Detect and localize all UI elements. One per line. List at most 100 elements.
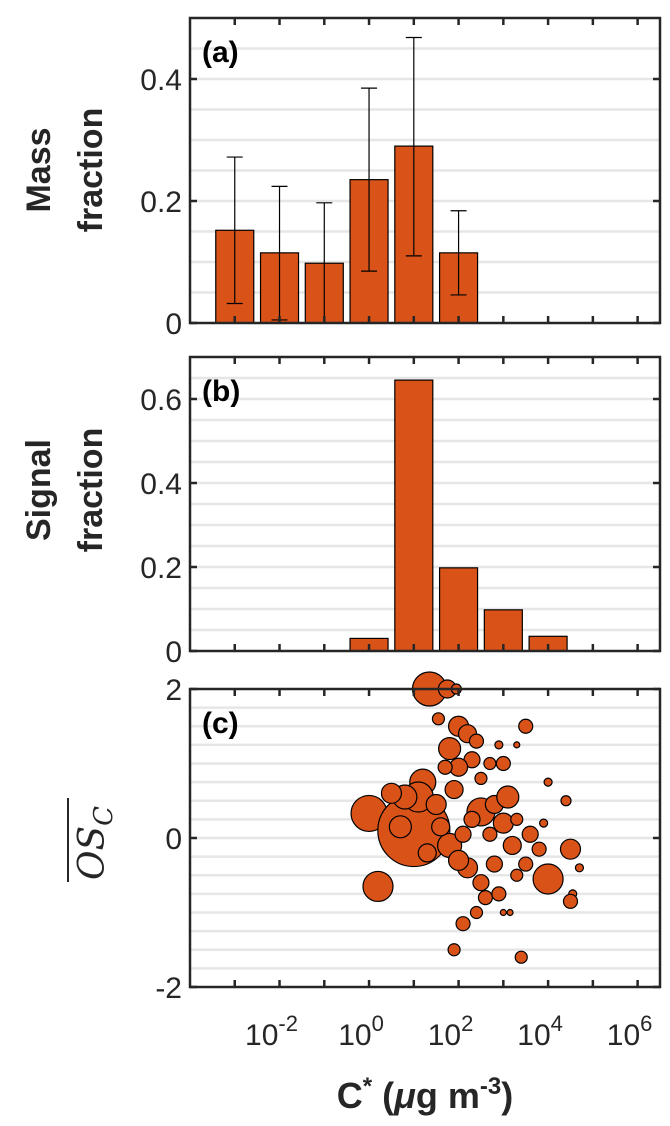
scatter-point [455,916,471,932]
scatter-point [362,870,394,903]
x-tick-label-base: 10 [245,1019,278,1052]
scatter-point [510,812,524,826]
panels: 0 0.2 0.4 (a) Mass fraction 0 0.2 0.4 0.6 (b) Signa… [20,16,662,1005]
y-axis-label-line2: fraction [72,428,110,553]
scatter-point [425,793,447,816]
scatter-point [417,843,437,863]
x-axis-label-unit: g m [416,1075,480,1116]
scatter-point [491,886,507,902]
x-tick-label-exp: 2 [461,1011,473,1036]
y-axis-label-os: OS [72,826,113,880]
scatter-point [510,868,524,882]
scatter-point [388,815,412,839]
panel-2: 0 0.2 0.4 0.6 (b) Signal fraction [20,355,662,669]
y-tick-label: 0 [165,308,182,341]
scatter-point [499,908,507,917]
axes-frame [188,16,662,325]
x-tick-label-base: 10 [607,1019,640,1052]
x-tick-label: 106 [607,1011,653,1052]
x-axis: 10-2 100 102 104 106 [245,1011,652,1052]
x-axis-label: C* (μg m-3) [337,1073,513,1116]
y-axis-label-sub: C [89,806,119,826]
scatter-point [431,817,451,837]
x-tick-label-exp: 4 [551,1011,563,1036]
scatter-point [518,718,534,734]
axes-frame [188,355,662,653]
scatter-point [463,810,481,828]
x-tick-label: 104 [517,1011,563,1052]
x-axis-label-open: ( [372,1075,394,1116]
scatter-point [543,777,553,787]
x-axis-label-exp: -3 [480,1073,501,1100]
x-tick-label-base: 10 [517,1019,550,1052]
y-axis-label: OSC [67,798,119,882]
bar [438,567,479,652]
scatter-point [472,874,490,892]
x-axis-label-mu: μ [393,1075,416,1116]
scatter-point [485,855,503,873]
scatter-point [469,905,484,920]
scatter-point [444,779,464,800]
error-bar [450,210,467,296]
scatter-point [447,943,461,957]
scatter-point [483,756,497,771]
scatter-point [437,759,453,775]
scatter-point [482,826,498,842]
scatter-point [380,782,403,804]
error-bar [226,156,243,305]
x-tick-label: 100 [338,1011,384,1052]
y-tick-label: 0.6 [140,384,182,417]
x-axis-label-close: ) [501,1075,513,1116]
x-tick-label-base: 10 [338,1019,371,1052]
x-tick-label: 10-2 [245,1011,298,1052]
scatter-point [468,733,485,749]
y-axis-label-line1: Signal [20,439,58,541]
scatter-point [474,771,488,786]
scatter-point [438,736,462,761]
error-bar [405,36,422,257]
x-tick-label-exp: 0 [372,1011,384,1036]
scatter-point [560,795,572,807]
x-tick-label-exp: -2 [278,1011,298,1036]
y-tick-label: 0.4 [140,468,182,501]
y-tick-label: 0 [165,636,182,669]
scatter-point [477,889,494,906]
x-tick-label: 102 [428,1011,474,1052]
scatter-point [518,856,534,872]
scatter-point [494,740,504,750]
scatter-point [532,863,564,895]
scatter-point [447,849,470,871]
scatter-point [431,712,446,726]
scatter-point [531,841,547,857]
scatter-point [562,893,579,909]
y-tick-label: 2 [165,674,182,707]
scatter-point [506,908,514,917]
bar [394,379,434,652]
scatter-point [454,825,472,843]
panel-label: (c) [202,707,239,740]
scatter-point [492,812,514,834]
scatter-point [521,825,539,843]
scatter-point [514,950,528,964]
error-bar [361,87,378,272]
y-axis-label-line1: Mass [20,127,58,212]
y-tick-label: -2 [155,972,182,1005]
x-tick-label-base: 10 [428,1019,461,1052]
x-axis-label-sup: * [363,1073,373,1100]
y-tick-label: 0.2 [140,186,182,219]
panel-1: 0 0.2 0.4 (a) Mass fraction [20,16,662,341]
panel-label: (b) [202,375,240,408]
y-tick-label: 0.4 [140,64,182,97]
x-tick-label-exp: 6 [640,1011,652,1036]
scatter-point [495,755,511,772]
scatter-point [513,741,521,749]
y-tick-label: 0 [165,823,182,856]
y-axis-label-text: OSC [72,806,119,880]
y-axis-label-line2: fraction [72,108,110,233]
scatter-point [539,818,549,828]
scatter-point [502,835,522,856]
y-tick-label: 0.2 [140,552,182,585]
panel-label: (a) [202,36,239,69]
scatter-point [574,863,585,873]
